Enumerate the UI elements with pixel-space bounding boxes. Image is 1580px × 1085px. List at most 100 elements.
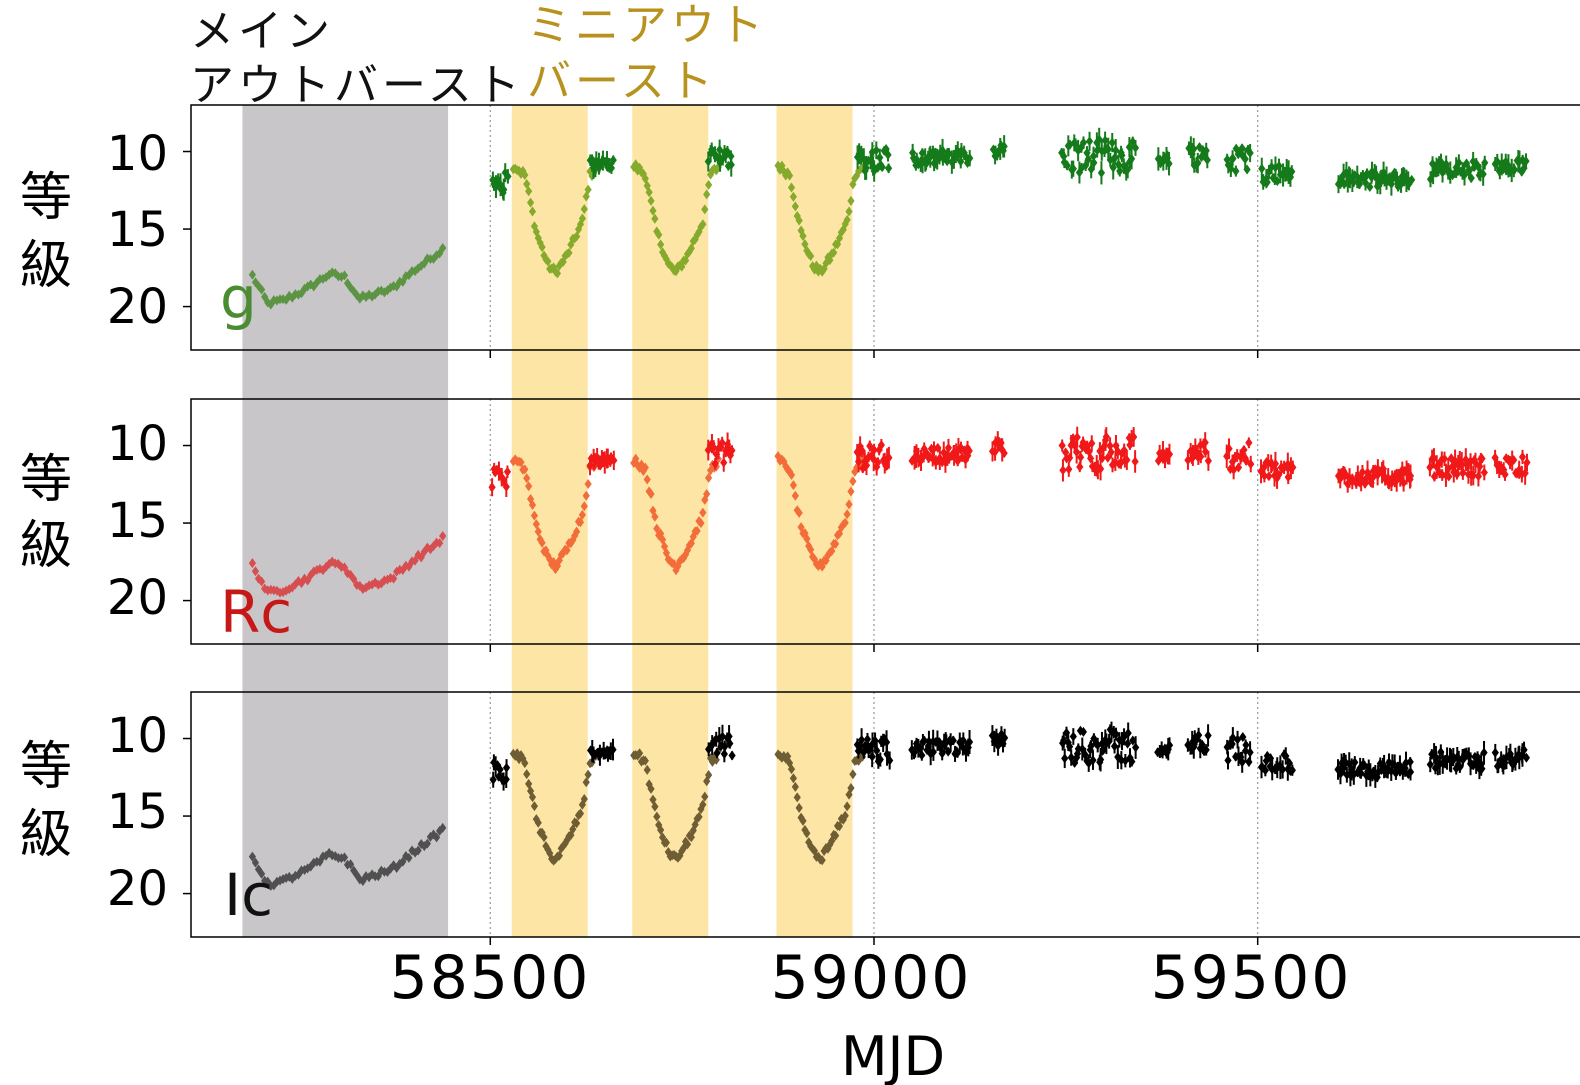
mini-outburst-point — [705, 472, 713, 483]
outburst-point — [291, 579, 299, 590]
mini-outburst-point — [532, 226, 540, 237]
mini-outburst-point — [701, 204, 709, 215]
mini-outburst-point — [538, 537, 546, 548]
outburst-point — [248, 851, 256, 862]
quiescent-point — [868, 751, 876, 762]
quiescent-point — [1238, 143, 1246, 154]
xtick-58500: 58500 — [390, 943, 591, 1013]
mini-outburst-point — [795, 215, 803, 226]
quiescent-point — [1108, 137, 1116, 148]
mini-outburst-point — [699, 219, 707, 230]
mini-outburst-point — [530, 801, 539, 812]
outburst-point — [399, 856, 407, 867]
quiescent-point — [1104, 144, 1112, 155]
quiescent-point — [610, 455, 618, 466]
quiescent-point — [1510, 164, 1519, 175]
mini-outburst-point — [799, 815, 807, 826]
quiescent-point — [1084, 154, 1092, 165]
mini-outburst-point — [849, 476, 857, 487]
quiescent-point — [1131, 142, 1140, 153]
mini-outburst-point — [630, 161, 638, 172]
mini-outburst-point — [580, 794, 588, 805]
mini-outburst-point — [789, 480, 798, 491]
quiescent-point — [1129, 735, 1137, 746]
quiescent-point — [1263, 177, 1271, 188]
quiescent-point — [870, 454, 878, 465]
quiescent-point — [1101, 135, 1109, 146]
quiescent-point — [922, 159, 930, 170]
outburst-point — [439, 530, 447, 541]
quiescent-point — [945, 148, 953, 159]
quiescent-point — [1085, 446, 1093, 457]
outburst-point — [405, 561, 413, 572]
quiescent-point — [1240, 444, 1248, 455]
quiescent-point — [1426, 759, 1434, 770]
quiescent-point — [1246, 148, 1254, 159]
quiescent-point — [1349, 177, 1358, 188]
quiescent-point — [1465, 164, 1473, 175]
quiescent-point — [957, 442, 965, 453]
main-outburst-label-line2: アウトバースト — [190, 60, 524, 111]
quiescent-point — [990, 736, 998, 747]
mini-outburst-point — [695, 811, 703, 822]
quiescent-point — [704, 156, 712, 167]
quiescent-point — [1379, 167, 1388, 178]
quiescent-point — [1479, 169, 1487, 180]
mini-outburst-point — [534, 526, 542, 537]
quiescent-point — [1502, 165, 1510, 176]
quiescent-point — [1438, 470, 1446, 481]
quiescent-point — [1090, 157, 1098, 168]
quiescent-point — [1473, 752, 1482, 763]
quiescent-point — [1378, 467, 1386, 478]
quiescent-point — [1112, 729, 1120, 740]
quiescent-point — [1432, 752, 1440, 763]
mini-outburst-point — [782, 461, 790, 472]
quiescent-point — [920, 443, 928, 454]
quiescent-point — [1085, 136, 1094, 147]
quiescent-point — [716, 144, 724, 155]
quiescent-point — [1165, 740, 1174, 751]
mini-outburst-point — [641, 755, 649, 766]
quiescent-point — [1111, 457, 1119, 468]
quiescent-point — [965, 736, 974, 747]
quiescent-point — [1257, 466, 1265, 477]
mini-outburst-point — [645, 187, 653, 198]
quiescent-point — [886, 755, 894, 766]
mini-outburst-point — [521, 758, 529, 769]
quiescent-point — [1449, 461, 1457, 472]
mini-outburst-point — [641, 173, 649, 184]
mini-outburst-point — [582, 490, 590, 501]
outburst-point — [389, 573, 398, 584]
outburst-point — [393, 566, 401, 577]
mini-outburst-point — [555, 555, 563, 566]
mini-outburst-point — [555, 260, 563, 271]
outburst-point — [304, 863, 312, 874]
mini-outburst-point — [668, 262, 676, 273]
quiescent-point — [908, 455, 916, 466]
outburst-point — [310, 566, 318, 577]
quiescent-point — [1371, 167, 1379, 178]
quiescent-point — [1243, 164, 1251, 175]
quiescent-point — [588, 746, 596, 757]
quiescent-point — [1234, 462, 1243, 473]
quiescent-point — [1522, 752, 1531, 763]
quiescent-point — [872, 145, 880, 156]
quiescent-point — [504, 171, 512, 182]
mini-outburst-point — [703, 489, 711, 500]
quiescent-point — [1345, 758, 1353, 769]
quiescent-point — [957, 156, 965, 167]
mini-outburst-point — [573, 526, 581, 537]
rc-ytick-10: 10 — [107, 416, 168, 472]
quiescent-point — [601, 457, 609, 468]
quiescent-point — [1194, 158, 1202, 169]
quiescent-point — [1350, 769, 1358, 780]
outburst-point — [432, 250, 441, 261]
quiescent-point — [1096, 754, 1105, 765]
outburst-point — [297, 288, 306, 299]
mini-outburst-point — [699, 507, 707, 518]
mini-outburst-point — [632, 453, 640, 464]
quiescent-point — [595, 457, 603, 468]
quiescent-point — [1288, 765, 1296, 776]
quiescent-point — [1360, 760, 1368, 771]
outburst-point — [251, 857, 260, 868]
